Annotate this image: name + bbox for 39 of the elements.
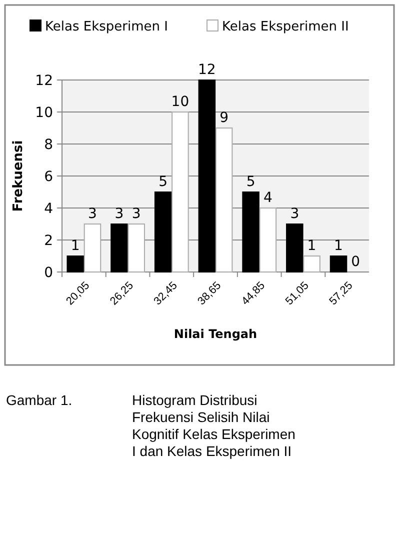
data-label: 3 [290, 206, 300, 222]
bar [259, 208, 277, 272]
data-label: 1 [334, 238, 343, 254]
bar [172, 112, 189, 272]
bar [198, 80, 216, 272]
bar [303, 256, 320, 272]
data-label: 5 [246, 174, 256, 190]
bar [242, 192, 260, 272]
y-tick-label: 10 [35, 104, 53, 121]
y-tick-label: 8 [44, 136, 53, 153]
data-label: 3 [114, 206, 124, 222]
data-label: 0 [351, 254, 360, 270]
data-label: 3 [132, 206, 141, 222]
bar [154, 192, 172, 272]
y-tick-label: 2 [44, 232, 53, 249]
data-label: 4 [263, 190, 272, 206]
bar [215, 128, 233, 272]
data-label: 1 [70, 238, 80, 254]
data-label: 9 [220, 110, 229, 126]
text: Gambar 1. Histogram Distribusi Frekuensi Selisih Nilai Kognitif Kelas Eksperimen I dan Kelas Eksperimen II [6, 392, 296, 459]
y-tick-label: 4 [44, 200, 54, 217]
legend-label: Kelas Eksperimen I [45, 20, 168, 35]
y-tick-label: 12 [35, 72, 53, 89]
y-tick-label: 0 [44, 264, 53, 281]
data-label: 3 [88, 206, 97, 222]
bar [330, 256, 348, 272]
bar [84, 224, 102, 272]
x-axis-title: Nilai Tengah [174, 327, 258, 341]
bar [66, 256, 84, 272]
y-axis-title: Frekuensi [11, 140, 26, 212]
bar [286, 224, 304, 272]
legend-label: Kelas Eksperimen II [222, 20, 349, 35]
y-tick-label: 6 [44, 168, 54, 185]
data-label: 1 [307, 238, 316, 254]
data-label: 10 [171, 94, 190, 110]
data-label: 5 [158, 174, 168, 190]
bar [128, 224, 145, 272]
bar [110, 224, 128, 272]
data-label: 12 [198, 62, 216, 78]
